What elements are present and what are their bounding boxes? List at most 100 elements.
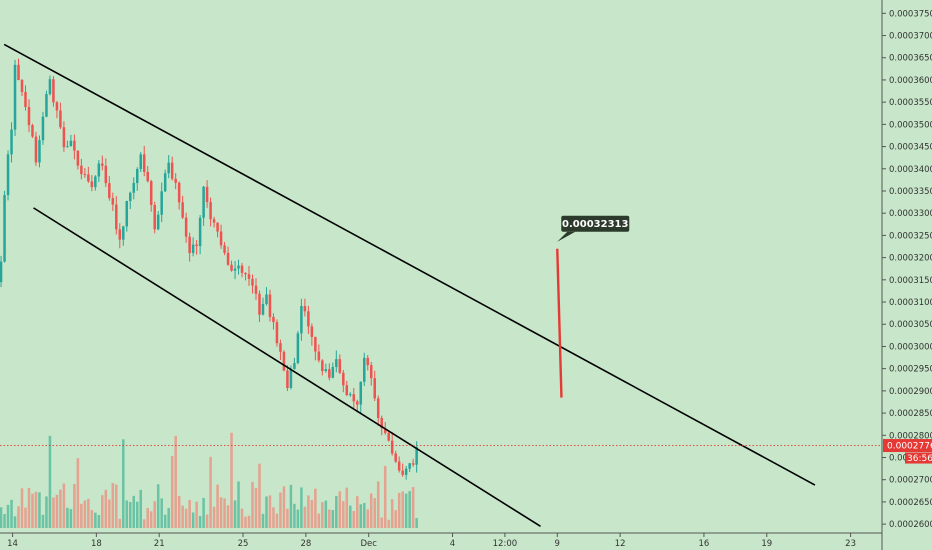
candle-body <box>17 64 20 81</box>
candle-body <box>174 178 177 183</box>
x-tick-label: 19 <box>761 539 772 549</box>
candle-body <box>366 357 370 366</box>
candle-body <box>149 181 153 205</box>
candle-body <box>272 316 275 323</box>
candle-body <box>349 394 352 396</box>
volume-bar <box>69 509 73 528</box>
candle-body <box>404 468 408 475</box>
candle-body <box>300 306 303 334</box>
y-axis: 0.00037500 0.00037000 0.00036500 0.00036000… <box>882 9 932 530</box>
current-price-tag <box>883 439 932 453</box>
channel-lower-line <box>33 207 541 528</box>
candle-body <box>394 453 397 462</box>
volume-bar <box>149 511 153 528</box>
candle-body <box>286 370 289 388</box>
volume-bar <box>13 516 17 528</box>
candle-body <box>181 202 184 218</box>
volume-bar <box>195 501 198 528</box>
volume-bar <box>369 493 373 528</box>
volume-bar <box>205 514 209 528</box>
candle-body <box>415 447 418 465</box>
volume-bar <box>376 481 380 528</box>
y-tick-label: 0.00031000 <box>889 298 932 308</box>
candle-body <box>369 365 373 379</box>
candle-body <box>275 322 279 344</box>
volume-bar <box>153 501 156 528</box>
volume-bar <box>282 486 286 528</box>
volume-bar <box>279 492 282 528</box>
candle-body <box>80 165 83 175</box>
x-tick-label: 9 <box>555 539 560 549</box>
candle-body <box>408 463 411 469</box>
volume-bar <box>394 510 397 528</box>
candle-body <box>167 162 170 174</box>
candle-body <box>20 80 24 92</box>
candle-body <box>251 278 254 286</box>
candle-body <box>24 91 27 107</box>
volume-bar <box>73 483 76 528</box>
y-tick-label: 0.00037000 <box>889 32 932 42</box>
candle-body <box>209 202 212 220</box>
volume-bar <box>342 501 345 528</box>
volume-bar <box>212 506 216 528</box>
volume-bar <box>237 481 240 528</box>
volume-bar <box>293 503 296 528</box>
volume-bar <box>296 509 300 528</box>
x-tick-label: 4 <box>450 539 455 549</box>
candle-body <box>279 343 282 352</box>
volume-bar <box>223 498 226 528</box>
x-tick-label: 16 <box>699 539 710 549</box>
volume-bar <box>115 484 118 528</box>
volume-bar <box>247 515 251 528</box>
candle-body <box>97 163 101 177</box>
candle-body <box>52 79 55 103</box>
candle-body <box>66 146 69 148</box>
candle-body <box>87 174 90 182</box>
x-tick-label: 25 <box>238 539 249 549</box>
candle-body <box>101 163 104 166</box>
candle-body <box>261 304 265 315</box>
volume-bar <box>27 487 31 528</box>
volume-bar <box>10 499 13 528</box>
volume-bar <box>142 519 146 528</box>
candle-body <box>13 64 17 130</box>
volume-bar <box>314 488 317 528</box>
y-tick-label: 0.00026000 <box>889 520 932 530</box>
volume-bar <box>324 500 328 528</box>
volume-bar <box>310 499 314 528</box>
candle-body <box>6 154 10 196</box>
volume-bar <box>219 497 223 528</box>
volume-bar <box>38 492 41 528</box>
candle-body <box>328 369 331 378</box>
volume-bar <box>170 455 174 528</box>
volume-bar <box>251 481 254 528</box>
x-tick-label: 14 <box>7 539 18 549</box>
candle-body <box>139 154 143 170</box>
volume-bar <box>52 497 55 528</box>
candle-body <box>132 183 136 193</box>
channel-upper-line <box>3 43 816 486</box>
candle-body <box>380 417 383 429</box>
candle-body <box>237 265 240 269</box>
volume-bar <box>362 503 366 528</box>
volume-bar <box>184 508 188 528</box>
candle-body <box>258 293 261 315</box>
volume-bar <box>258 463 261 528</box>
volume-bar <box>216 484 219 528</box>
volume-bar <box>94 512 97 528</box>
countdown-label: 36:56 <box>907 454 932 464</box>
volume-bar <box>380 517 383 528</box>
candle-body <box>338 359 342 373</box>
volume-bar <box>349 505 352 528</box>
volume-bar <box>328 509 331 528</box>
candle-body <box>156 214 160 230</box>
candle-body <box>76 150 80 166</box>
volume-layer <box>0 432 418 528</box>
candle-body <box>90 181 94 188</box>
volume-bar <box>163 514 167 528</box>
candle-body <box>142 154 146 172</box>
candle-body <box>247 274 251 279</box>
candle-body <box>48 79 52 95</box>
volume-bar <box>261 513 265 528</box>
